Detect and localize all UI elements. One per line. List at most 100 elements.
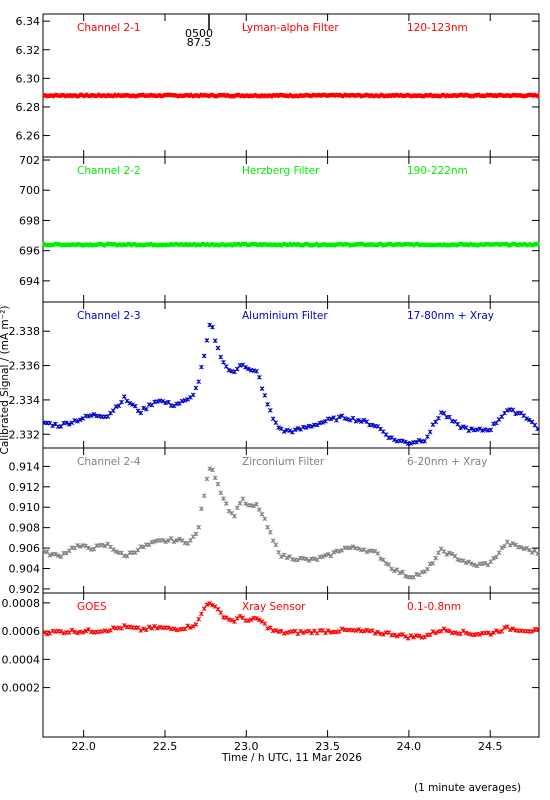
data-point [178,93,181,98]
data-point [135,93,138,99]
data-point [310,93,313,99]
data-point [474,427,480,433]
data-point [528,241,532,247]
data-point [217,93,221,98]
data-point [308,93,312,98]
data-point [66,421,72,427]
data-point [393,242,396,248]
data-point [327,242,330,248]
data-point [262,392,268,398]
panel-filter-label: Aluminium Filter [242,310,328,322]
data-point [107,92,110,98]
data-point [307,93,310,98]
data-point [499,628,505,634]
data-point [188,242,191,247]
data-point [280,243,284,248]
data-point [72,417,78,423]
data-point [74,93,77,98]
data-point [371,93,375,99]
data-points [42,466,540,580]
data-point [525,93,528,98]
data-point [171,92,174,98]
data-point [338,242,341,247]
data-point [298,93,302,98]
data-point [406,92,409,98]
data-point [229,242,232,247]
data-point [409,242,413,247]
data-point [217,243,221,248]
data-point [455,421,461,427]
averaging-note: (1 minute averages) [414,782,521,794]
data-point [221,93,224,98]
data-point [433,630,439,636]
x-tick-label: 23.5 [315,740,340,753]
data-point [406,241,409,247]
data-point [140,242,143,248]
data-point [455,557,461,562]
y-tick-label: 0.914 [9,460,41,473]
panel-filter-label: Xray Sensor [242,601,306,613]
data-point [126,93,130,98]
data-point [143,406,149,412]
data-point [196,242,199,247]
data-point [422,634,427,640]
data-point [302,243,305,248]
data-point [110,408,116,414]
data-point [314,422,320,428]
data-point [492,93,495,99]
data-point [414,241,418,247]
data-point [374,242,378,248]
data-point [267,529,273,535]
data-point [330,242,333,248]
data-point [108,241,112,247]
data-point [434,93,437,99]
data-point [394,92,398,98]
data-point [223,501,229,506]
data-point [239,243,242,248]
data-point [247,93,251,99]
data-point [171,539,177,545]
data-point [128,242,131,247]
data-point [356,92,360,98]
data-point [388,93,391,98]
data-point [186,92,189,98]
data-point [451,93,454,99]
x-axis-title: Time / h UTC, 11 Mar 2026 [221,752,362,764]
data-point [482,427,488,432]
data-point [298,242,302,248]
data-point [408,242,411,247]
data-point [219,93,222,98]
data-point [249,242,252,247]
data-point [256,617,262,623]
data-point [75,543,80,548]
data-point [169,241,173,247]
data-point [198,93,201,99]
data-point [64,242,67,248]
data-point [535,93,538,98]
panel-frame [42,592,540,738]
data-point [507,542,513,548]
data-point [50,242,54,248]
data-point [399,242,403,247]
data-point [252,93,255,99]
data-point [210,467,215,473]
data-point [383,561,389,566]
data-point [196,616,202,622]
data-point [284,93,287,99]
data-point [393,93,396,98]
data-point [436,550,441,556]
data-point [455,93,459,99]
data-point [386,93,389,99]
data-point [518,545,524,550]
data-point [510,541,516,546]
data-point [502,543,507,549]
data-point [54,241,57,247]
data-point [507,93,510,98]
data-point [152,539,157,544]
data-point [92,93,95,98]
data-point [259,386,265,392]
data-point [269,242,272,247]
data-point [347,545,353,551]
data-point [343,241,346,247]
data-point [190,392,196,398]
